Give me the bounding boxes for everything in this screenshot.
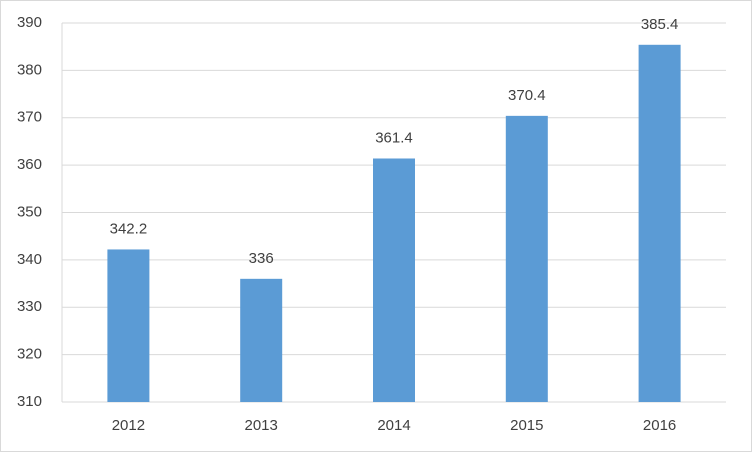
bar <box>638 44 681 402</box>
data-label: 370.4 <box>508 87 546 104</box>
bar <box>505 115 548 402</box>
y-tick-label: 330 <box>17 298 42 315</box>
x-tick-label: 2015 <box>510 417 543 434</box>
y-tick-label: 310 <box>17 393 42 410</box>
bar <box>240 278 283 402</box>
y-tick-label: 390 <box>17 14 42 31</box>
x-tick-label: 2016 <box>643 417 676 434</box>
data-label: 342.2 <box>110 220 148 237</box>
x-tick-label: 2014 <box>377 417 410 434</box>
y-tick-label: 320 <box>17 346 42 363</box>
x-tick-label: 2013 <box>245 417 278 434</box>
x-tick-label: 2012 <box>112 417 145 434</box>
data-label: 336 <box>249 250 274 267</box>
y-tick-label: 370 <box>17 109 42 126</box>
data-label: 361.4 <box>375 129 413 146</box>
y-tick-label: 350 <box>17 203 42 220</box>
y-tick-label: 340 <box>17 251 42 268</box>
data-label: 385.4 <box>641 16 679 33</box>
bar <box>107 249 150 402</box>
bar <box>373 158 415 402</box>
y-tick-label: 380 <box>17 61 42 78</box>
y-tick-label: 360 <box>17 156 42 173</box>
